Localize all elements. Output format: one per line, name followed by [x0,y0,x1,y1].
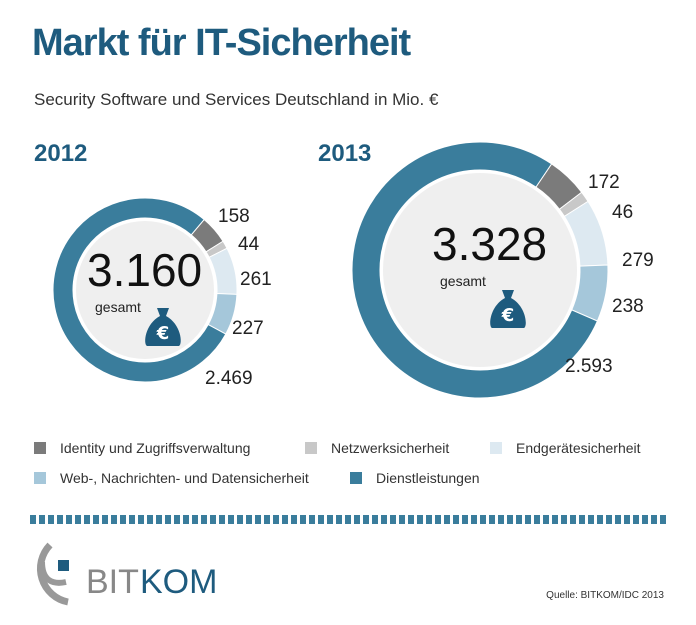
legend-item: Netzwerksicherheit [305,440,449,456]
year-2012-label: 2012 [34,140,88,167]
legend-swatch [34,442,46,454]
donut-segment [52,197,227,383]
data-label: 44 [238,234,260,255]
data-label: 279 [622,250,654,271]
legend-label: Identity und Zugriffsverwaltung [60,440,251,456]
data-label: 2.593 [565,356,613,377]
money-bag-icon: € [145,308,181,346]
bitkom-logo: BIT KOM [36,542,217,606]
total-value: 3.328 [432,218,547,270]
legend-swatch [350,472,362,484]
data-label: 238 [612,296,644,317]
page-title: Markt für IT-Sicherheit [32,22,411,64]
source-note: Quelle: BITKOM/IDC 2013 [546,590,664,601]
legend-item: Endgerätesicherheit [490,440,641,456]
svg-text:€: € [501,305,515,326]
data-label: 2.469 [205,368,253,389]
total-sublabel: gesamt [440,273,486,289]
data-label: 261 [240,269,272,290]
money-bag-icon: € [490,290,526,328]
legend-label: Web-, Nachrichten- und Datensicherheit [60,470,309,486]
donut-center [383,173,577,367]
svg-text:BIT: BIT [86,563,139,601]
data-label: 227 [232,318,264,339]
divider [30,515,666,524]
legend-swatch [490,442,502,454]
data-label: 172 [588,172,620,193]
subtitle: Security Software und Services Deutschla… [34,90,439,109]
legend-item: Dienstleistungen [350,470,480,486]
data-label: 158 [218,206,250,227]
svg-text:€: € [156,323,170,344]
legend-label: Dienstleistungen [376,470,480,486]
data-label: 46 [612,202,633,223]
year-2013-label: 2013 [318,140,372,167]
donut-segment [351,141,599,399]
legend-label: Netzwerksicherheit [331,440,450,456]
donut-center [76,221,214,359]
legend-item: Identity und Zugriffsverwaltung [34,440,250,456]
total-value: 3.160 [87,244,202,296]
legend-label: Endgerätesicherheit [516,440,641,456]
legend-item: Web-, Nachrichten- und Datensicherheit [34,470,309,486]
legend-swatch [34,472,46,484]
total-sublabel: gesamt [95,299,141,315]
donut-charts: 158 44 261 227 2.469 3.160 gesamt €172 46 279 238 2… [52,141,654,399]
legend-swatch [305,442,317,454]
svg-text:KOM: KOM [140,563,217,601]
